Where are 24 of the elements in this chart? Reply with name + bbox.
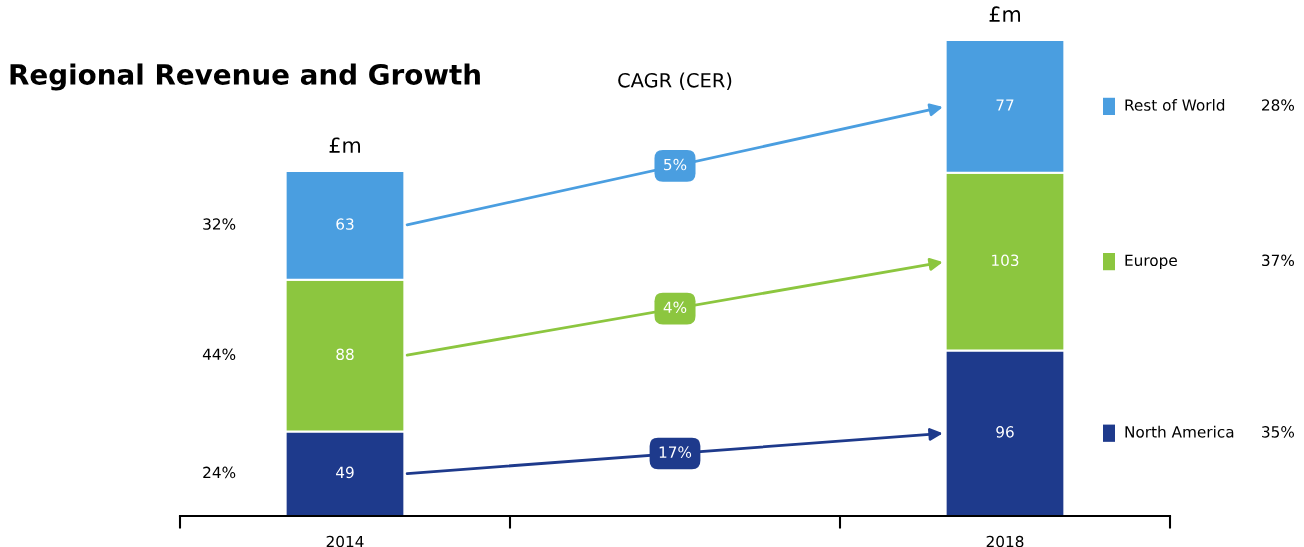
data-label: 96 bbox=[996, 426, 1014, 438]
legend-label: Europe bbox=[1125, 254, 1177, 270]
text: 37% bbox=[1262, 254, 1295, 267]
annotation: 32% bbox=[203, 218, 236, 230]
legend-label: Rest of World bbox=[1125, 99, 1225, 111]
legend-label: North America bbox=[1125, 425, 1234, 438]
text: Regional Revenue and Growth bbox=[10, 63, 480, 91]
annotation: CAGR (CER) bbox=[618, 72, 732, 90]
annotation: 24% bbox=[203, 466, 236, 479]
x-tick-label: 2018 bbox=[986, 535, 1024, 547]
data-label: 49 bbox=[336, 466, 354, 479]
text: 28% bbox=[1262, 99, 1295, 111]
x-tick-label: 2014 bbox=[326, 535, 364, 547]
data-label: 103 bbox=[992, 254, 1019, 267]
text: 35% bbox=[1262, 426, 1295, 438]
data-label: 63 bbox=[336, 218, 354, 230]
annotation: £m bbox=[989, 6, 1021, 22]
annotation: 17% bbox=[659, 446, 692, 458]
annotation: 44% bbox=[202, 348, 236, 361]
annotation: 4% bbox=[663, 301, 687, 314]
annotation: £m bbox=[329, 137, 361, 153]
data-label: 77 bbox=[996, 99, 1014, 111]
data-label: 88 bbox=[336, 348, 354, 361]
annotation: 5% bbox=[664, 158, 687, 171]
